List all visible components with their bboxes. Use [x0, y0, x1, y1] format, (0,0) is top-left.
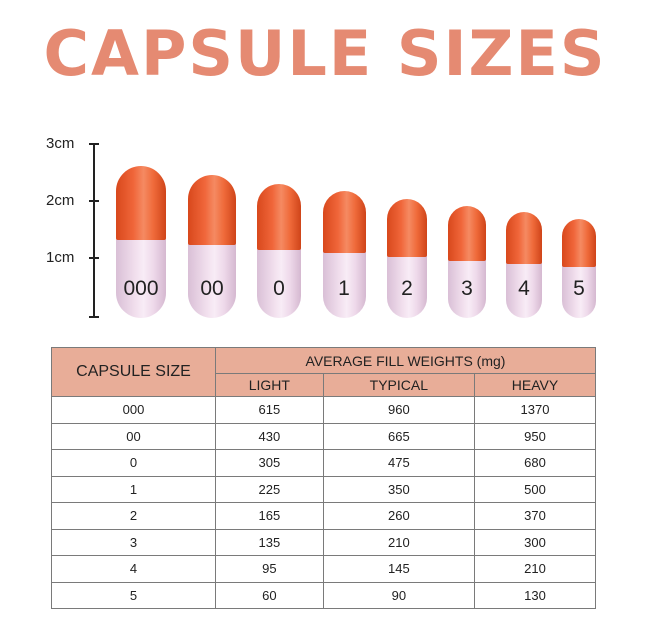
cell-size: 4 — [51, 555, 216, 583]
capsule-body — [387, 253, 427, 318]
capsule-size-label: 1 — [338, 277, 350, 300]
header-light: LIGHT — [215, 373, 324, 397]
table-row: 2 165 260 370 — [51, 502, 596, 530]
cell-heavy: 1370 — [474, 396, 596, 424]
cell-typical: 260 — [322, 502, 476, 530]
page-title: CAPSULE SIZES — [43, 17, 607, 90]
capsule-body — [116, 236, 166, 318]
capsule-size-label: 000 — [123, 277, 159, 300]
capsule-size-00: 00 — [188, 175, 236, 318]
header-capsule-size: CAPSULE SIZE — [51, 347, 216, 397]
cell-size: 5 — [51, 581, 216, 609]
cell-heavy: 300 — [474, 528, 596, 556]
cell-size: 00 — [51, 422, 216, 450]
cell-typical: 475 — [322, 449, 476, 477]
cell-heavy: 130 — [474, 581, 596, 609]
cell-typical: 665 — [322, 422, 476, 450]
cell-size: 0 — [51, 449, 216, 477]
cell-typical: 210 — [322, 528, 476, 556]
cell-light: 615 — [215, 396, 324, 424]
cell-typical: 145 — [322, 555, 476, 583]
capsule-cap — [257, 184, 301, 250]
capsule-size-3: 3 — [448, 206, 486, 318]
cell-typical: 960 — [322, 396, 476, 424]
ruler-label-1cm: 1cm — [46, 249, 75, 266]
capsule-cap — [387, 199, 427, 257]
capsule-size-0: 0 — [257, 184, 301, 318]
cell-light: 225 — [215, 475, 324, 503]
cell-size: 000 — [51, 396, 216, 424]
capsule-cap — [448, 206, 486, 261]
capsule-size-label: 00 — [200, 277, 224, 300]
ruler-label-3cm: 3cm — [46, 135, 75, 152]
cell-typical: 90 — [322, 581, 476, 609]
capsule-cap — [506, 212, 542, 264]
table-row: 000 615 960 1370 — [51, 396, 596, 424]
capsule-size-label: 5 — [573, 277, 585, 300]
capsule-size-000: 000 — [116, 166, 166, 318]
cell-heavy: 680 — [474, 449, 596, 477]
capsule-size-2: 2 — [387, 199, 427, 318]
capsule-body — [562, 263, 596, 318]
capsule-size-label: 4 — [518, 277, 530, 300]
cell-heavy: 950 — [474, 422, 596, 450]
capsule-size-1: 1 — [322, 191, 366, 318]
cell-heavy: 500 — [474, 475, 596, 503]
cell-light: 430 — [215, 422, 324, 450]
header-typical: TYPICAL — [322, 373, 476, 397]
cell-light: 60 — [215, 581, 324, 609]
cell-light: 135 — [215, 528, 324, 556]
capsule-body — [448, 257, 486, 318]
capsule-body — [257, 246, 301, 318]
capsule-size-5: 5 — [562, 219, 596, 318]
cell-size: 2 — [51, 502, 216, 530]
cell-typical: 350 — [322, 475, 476, 503]
capsule-size-4: 4 — [506, 212, 542, 318]
capsule-cap — [562, 219, 596, 267]
capsule-cap — [116, 166, 166, 240]
header-heavy: HEAVY — [474, 373, 596, 397]
cell-size: 3 — [51, 528, 216, 556]
capsule-size-label: 2 — [401, 277, 413, 300]
table-row: 3 135 210 300 — [51, 528, 596, 556]
table-row: 00 430 665 950 — [51, 422, 596, 450]
capsule-size-label: 3 — [461, 277, 473, 300]
cell-heavy: 210 — [474, 555, 596, 583]
cell-light: 95 — [215, 555, 324, 583]
cell-size: 1 — [51, 475, 216, 503]
cell-heavy: 370 — [474, 502, 596, 530]
cell-light: 165 — [215, 502, 324, 530]
fill-weights-table: CAPSULE SIZE AVERAGE FILL WEIGHTS (mg) L… — [51, 347, 596, 609]
table-row: 1 225 350 500 — [51, 475, 596, 503]
table-row: 0 305 475 680 — [51, 449, 596, 477]
cell-light: 305 — [215, 449, 324, 477]
ruler-label-2cm: 2cm — [46, 192, 75, 209]
capsule-size-label: 0 — [273, 277, 285, 300]
ruler — [89, 143, 99, 318]
table-row: 5 60 90 130 — [51, 581, 596, 609]
capsule-body — [188, 241, 236, 318]
capsule-cap — [188, 175, 236, 245]
capsule-body — [322, 249, 366, 318]
capsule-cap — [322, 191, 366, 253]
table-row: 4 95 145 210 — [51, 555, 596, 583]
header-average-fill-weights: AVERAGE FILL WEIGHTS (mg) — [215, 347, 596, 374]
capsule-body — [506, 260, 542, 318]
